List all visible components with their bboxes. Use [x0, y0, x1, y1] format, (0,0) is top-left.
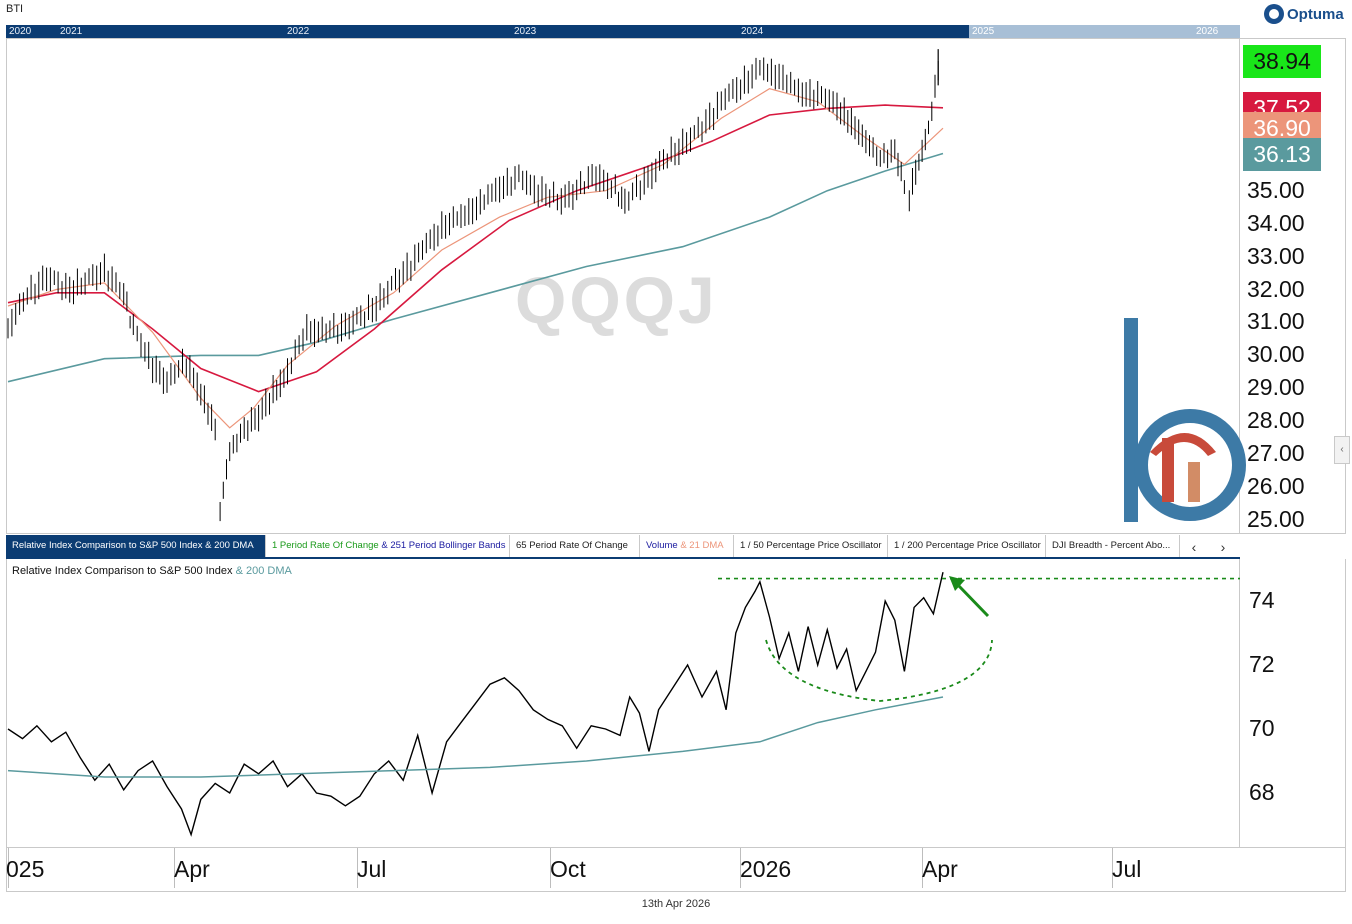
- price-axis-tick: 25.00: [1247, 506, 1305, 532]
- time-axis[interactable]: [6, 848, 1346, 892]
- tab-1-part-b: &: [378, 540, 391, 551]
- tab-relative-index[interactable]: Relative Index Comparison to S&P 500 Ind…: [6, 535, 266, 557]
- b-brand-logo-icon: [1124, 318, 1246, 522]
- nav-year-2020: 2020: [9, 26, 32, 37]
- time-axis-gridline: [550, 848, 551, 888]
- oscillator-axis-tick: 68: [1249, 779, 1275, 805]
- price-axis-tick: 34.00: [1247, 210, 1305, 236]
- footer-date: 13th Apr 2026: [641, 898, 711, 910]
- oscillator-axis[interactable]: [1240, 559, 1346, 848]
- ma50-line: [7, 104, 944, 393]
- tab-1-part-a: 1 Period Rate Of Change: [272, 540, 379, 551]
- relative-200dma-line: [7, 696, 944, 778]
- price-axis-tick: 27.00: [1247, 440, 1305, 466]
- oscillator-axis-tick: 74: [1249, 587, 1275, 613]
- ma200-line: [7, 152, 944, 383]
- tab-dji-breadth[interactable]: DJI Breadth - Percent Abo...: [1046, 535, 1180, 557]
- oscillator-axis-tick: 72: [1249, 651, 1275, 677]
- oscillator-title-dma: & 200 DMA: [232, 565, 292, 577]
- oscillator-title: Relative Index Comparison to S&P 500 Ind…: [12, 565, 292, 577]
- tab-ppo-200[interactable]: 1 / 200 Percentage Price Oscillator: [888, 535, 1046, 557]
- panel-collapse-arrow-icon[interactable]: ‹: [1334, 436, 1350, 464]
- optuma-logo: Optuma: [1264, 4, 1344, 24]
- tab-3-part-a: Volume: [646, 540, 678, 551]
- oscillator-panel[interactable]: [6, 559, 1240, 848]
- tab-ppo-50[interactable]: 1 / 50 Percentage Price Oscillator: [734, 535, 888, 557]
- price-panel[interactable]: [6, 38, 1240, 534]
- time-axis-gridline: [1112, 848, 1113, 888]
- tab-rate-of-change-bollinger[interactable]: 1 Period Rate Of Change & 251 Period Bol…: [266, 535, 510, 557]
- optuma-logo-text: Optuma: [1287, 5, 1344, 23]
- time-axis-label: Jul: [1112, 856, 1142, 882]
- navigator-selected-range[interactable]: [6, 25, 969, 38]
- tab-65-roc[interactable]: 65 Period Rate Of Change: [510, 535, 640, 557]
- breakout-arrow-icon: [956, 583, 990, 618]
- nav-year-2023: 2023: [514, 26, 537, 37]
- oscillator-title-main: Relative Index Comparison to S&P 500 Ind…: [12, 565, 233, 577]
- tab-prev-arrow-icon[interactable]: ‹: [1191, 539, 1197, 555]
- nav-year-2026: 2026: [1196, 26, 1219, 37]
- time-axis-label: Apr: [174, 856, 210, 882]
- optuma-logo-icon: [1264, 4, 1284, 24]
- tab-next-arrow-icon[interactable]: ›: [1220, 539, 1226, 555]
- nav-year-2024: 2024: [741, 26, 764, 37]
- price-axis-tick: 35.00: [1247, 177, 1305, 203]
- time-axis-gridline: [174, 848, 175, 888]
- ticker-symbol: BTI: [6, 3, 24, 15]
- time-axis-label: Oct: [550, 856, 586, 882]
- time-axis-label: 025: [6, 856, 45, 882]
- time-axis-gridline: [740, 848, 741, 888]
- tab-3-part-b: & 21 DMA: [677, 540, 724, 551]
- cup-pattern-arc: [765, 639, 993, 702]
- price-axis-tick: 26.00: [1247, 473, 1305, 499]
- price-axis-tick: 29.00: [1247, 374, 1305, 400]
- oscillator-axis-tick: 70: [1249, 715, 1275, 741]
- ma21-line: [7, 88, 944, 429]
- time-axis-label: 2026: [740, 856, 792, 882]
- time-axis-gridline: [357, 848, 358, 888]
- time-axis-gridline: [8, 848, 9, 888]
- nav-year-2022: 2022: [287, 26, 310, 37]
- price-badge: 36.13: [1243, 138, 1321, 171]
- time-axis-gridline: [922, 848, 923, 888]
- price-axis-tick: 31.00: [1247, 308, 1305, 334]
- navigator-unselected-range: [969, 25, 1240, 38]
- breakout-arrow-head-icon: [949, 576, 965, 591]
- relative-index-line: [7, 572, 944, 837]
- price-axis-tick: 32.00: [1247, 276, 1305, 302]
- nav-year-2025: 2025: [972, 26, 995, 37]
- tab-volume[interactable]: Volume & 21 DMA: [640, 535, 734, 557]
- nav-year-2021: 2021: [60, 26, 83, 37]
- price-axis[interactable]: [1240, 38, 1346, 534]
- time-axis-label: Jul: [357, 856, 387, 882]
- price-badge: 38.94: [1243, 45, 1321, 78]
- time-axis-label: Apr: [922, 856, 958, 882]
- price-axis-tick: 30.00: [1247, 341, 1305, 367]
- price-axis-tick: 28.00: [1247, 407, 1305, 433]
- price-axis-tick: 33.00: [1247, 243, 1305, 269]
- tab-1-part-c: 251 Period Bollinger Bands: [390, 540, 506, 551]
- watermark: QQQJ: [515, 263, 718, 337]
